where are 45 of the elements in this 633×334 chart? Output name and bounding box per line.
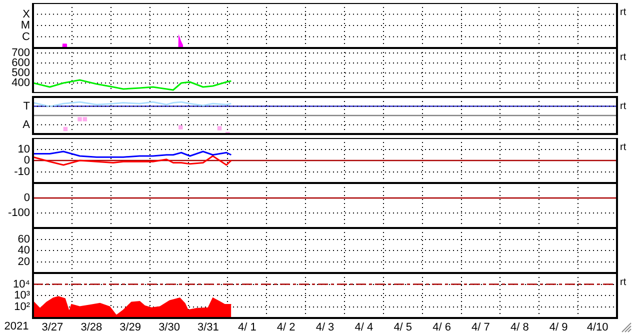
text: X (22, 8, 31, 20)
x-tick-label: 3/28 (80, 322, 102, 334)
x-tick-label: 3/29 (120, 322, 142, 334)
text: rt (620, 100, 626, 112)
point (82, 117, 88, 122)
x-tick-label: 4/ 8 (510, 322, 529, 334)
x-tick-label: 4/ 5 (394, 322, 412, 334)
x-tick-label: 4/ 2 (276, 322, 296, 334)
y-tick-label: 20 (18, 256, 30, 268)
y-tick-label: -100 (8, 207, 30, 220)
x-tick-label: 3/27 (42, 322, 64, 334)
point (78, 117, 82, 122)
text: rt (620, 276, 626, 288)
y-tick-label: 500 (12, 67, 30, 80)
y-tick-label: 600 (12, 57, 30, 70)
x-tick-label: 3/30 (158, 322, 180, 334)
x-tick-label: 4/10 (586, 322, 608, 334)
x-tick-label: 4/ 4 (354, 322, 374, 334)
y-tick-label: 0 (24, 192, 30, 204)
text: rt (620, 6, 626, 18)
x-tick-label: 3/31 (197, 322, 219, 334)
text: rt (620, 142, 626, 153)
x-tick-label: 4/ 3 (316, 322, 334, 334)
y-tick-label: 0 (24, 154, 30, 167)
y-tick-label: -10 (14, 166, 30, 178)
point (217, 126, 222, 130)
x-axis-title: 2021 (4, 320, 29, 333)
y-tick-label: 60 (18, 233, 30, 246)
y-tick-label: 10⁴ (13, 278, 30, 290)
point (178, 125, 183, 130)
text: A (22, 118, 31, 131)
x-tick-label: 4/ 1 (238, 322, 256, 334)
text: M (20, 20, 30, 32)
y-tick-label: 10² (14, 300, 30, 313)
y-tick-label: 400 (12, 77, 30, 90)
y-tick-label: 10 (18, 143, 30, 156)
y-tick-label: 40 (18, 244, 30, 257)
text: rt (620, 52, 626, 63)
y-tick-label: 700 (12, 47, 30, 60)
x-tick-label: 4/ 6 (432, 322, 451, 334)
text: C (22, 30, 30, 43)
text: T (23, 100, 30, 112)
x-tick-label: 4/ 7 (472, 322, 490, 334)
y-tick-label: 10³ (14, 290, 30, 302)
x-tick-label: 4/ 9 (549, 322, 568, 334)
